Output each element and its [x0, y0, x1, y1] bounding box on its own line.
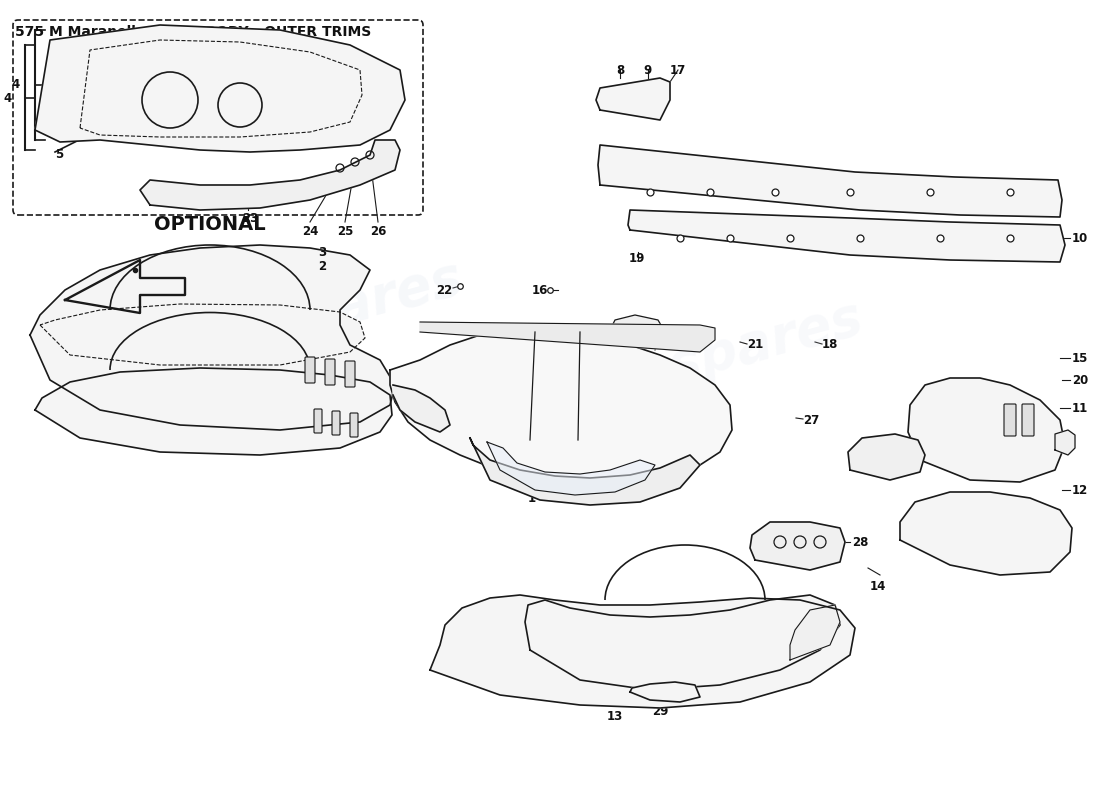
Polygon shape: [900, 492, 1072, 575]
Text: eurospares: eurospares: [132, 252, 468, 388]
Polygon shape: [630, 682, 700, 702]
Polygon shape: [628, 210, 1065, 262]
Text: 9: 9: [644, 63, 652, 77]
Text: 13: 13: [607, 710, 623, 723]
Text: 10: 10: [1072, 231, 1088, 245]
Text: 20: 20: [1072, 374, 1088, 386]
Text: 12: 12: [1072, 483, 1088, 497]
Polygon shape: [65, 260, 185, 313]
FancyBboxPatch shape: [350, 413, 358, 437]
Polygon shape: [487, 442, 654, 495]
Text: 11: 11: [1072, 402, 1088, 414]
FancyBboxPatch shape: [13, 20, 424, 215]
Text: 26: 26: [370, 225, 386, 238]
Text: 25: 25: [337, 225, 353, 238]
Text: 24: 24: [301, 225, 318, 238]
Text: 575 M Maranello - 100 - BODY - OUTER TRIMS: 575 M Maranello - 100 - BODY - OUTER TRI…: [15, 25, 372, 39]
FancyBboxPatch shape: [1004, 404, 1016, 436]
Polygon shape: [610, 315, 665, 348]
Polygon shape: [430, 595, 855, 708]
Polygon shape: [908, 378, 1065, 482]
Text: 1: 1: [528, 492, 536, 505]
Polygon shape: [30, 245, 395, 430]
Text: 6: 6: [620, 353, 629, 366]
FancyBboxPatch shape: [345, 361, 355, 387]
Polygon shape: [35, 25, 405, 152]
Text: 2: 2: [318, 259, 326, 273]
Polygon shape: [470, 438, 700, 505]
FancyBboxPatch shape: [314, 409, 322, 433]
Polygon shape: [390, 332, 732, 482]
Polygon shape: [596, 78, 670, 120]
Polygon shape: [420, 322, 715, 352]
FancyBboxPatch shape: [1022, 404, 1034, 436]
Text: 29: 29: [652, 705, 668, 718]
Text: 7: 7: [651, 353, 659, 366]
FancyBboxPatch shape: [332, 411, 340, 435]
Text: 14: 14: [870, 580, 887, 593]
FancyBboxPatch shape: [324, 359, 336, 385]
Polygon shape: [140, 140, 400, 210]
Text: 28: 28: [852, 535, 868, 549]
Text: 22: 22: [436, 283, 452, 297]
Polygon shape: [1055, 430, 1075, 455]
Polygon shape: [790, 605, 840, 660]
Polygon shape: [598, 145, 1062, 217]
Text: 8: 8: [616, 63, 624, 77]
Text: eurospares: eurospares: [532, 292, 868, 428]
Polygon shape: [35, 368, 392, 455]
Text: 18: 18: [822, 338, 838, 351]
Text: 4: 4: [3, 91, 12, 105]
Text: 4: 4: [12, 78, 20, 91]
Text: 5: 5: [55, 149, 64, 162]
Text: 21: 21: [747, 338, 763, 351]
Text: 3: 3: [318, 246, 326, 258]
Text: OPTIONAL: OPTIONAL: [154, 215, 266, 234]
Polygon shape: [393, 385, 450, 432]
FancyBboxPatch shape: [305, 357, 315, 383]
Text: 15: 15: [1072, 351, 1088, 365]
Polygon shape: [525, 595, 840, 690]
Text: 17: 17: [670, 63, 686, 77]
Polygon shape: [750, 522, 845, 570]
Text: 19: 19: [629, 252, 646, 265]
Text: 23: 23: [242, 212, 258, 225]
Polygon shape: [848, 434, 925, 480]
Text: 27: 27: [933, 449, 949, 462]
Text: 16: 16: [531, 283, 548, 297]
Polygon shape: [40, 304, 365, 365]
Text: 27: 27: [803, 414, 820, 426]
